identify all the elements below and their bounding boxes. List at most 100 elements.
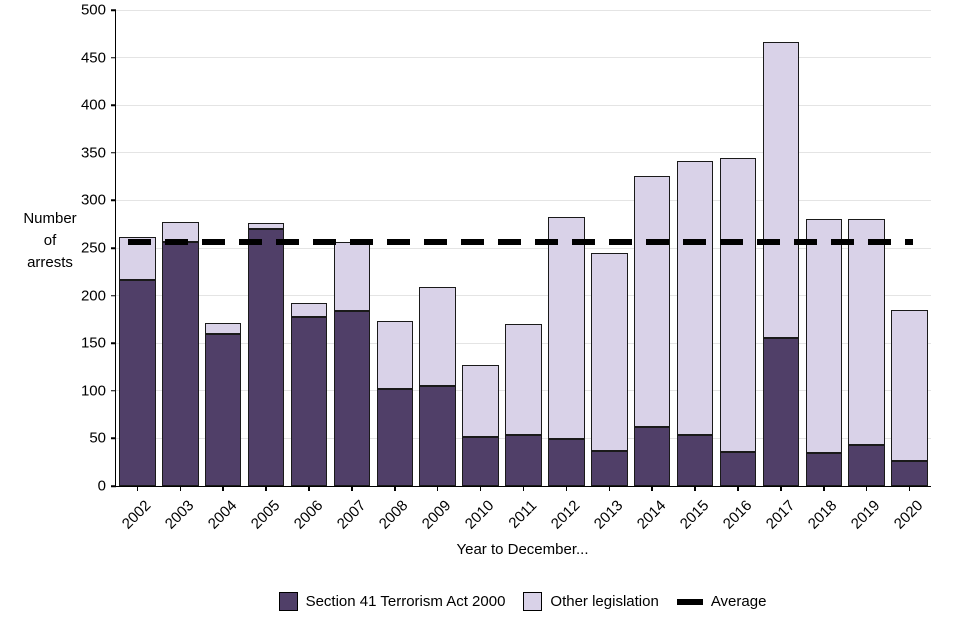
y-tick-mark <box>111 485 116 487</box>
y-tick-label: 350 <box>80 144 106 162</box>
x-tick-mark <box>436 486 439 491</box>
bar-2004-section41 <box>205 333 242 486</box>
gridline <box>116 247 931 249</box>
bar-2011-section41 <box>505 434 542 486</box>
bar-2006-other-legislation <box>290 303 328 317</box>
y-axis-title-line: of <box>43 231 57 249</box>
legend-label: Average <box>710 593 767 610</box>
y-tick-mark <box>111 9 116 11</box>
x-tick-mark <box>308 486 310 491</box>
y-tick-mark <box>111 104 116 106</box>
x-tick-mark <box>522 486 525 491</box>
bar-2004-other-legislation <box>205 323 242 334</box>
bar-2020-other-legislation <box>891 309 928 462</box>
legend-label: Section 41 Terrorism Act 2000 <box>305 593 506 610</box>
bar-2007-other-legislation <box>333 242 371 311</box>
x-tick-mark <box>780 486 782 491</box>
bar-2010-section41 <box>462 436 499 486</box>
x-tick-label: 2009 <box>419 497 455 533</box>
legend-swatch <box>523 592 543 611</box>
gridline <box>116 9 931 11</box>
bar-2015-other-legislation <box>676 161 714 435</box>
y-tick-label: 250 <box>80 239 106 257</box>
x-tick-label: 2007 <box>333 497 369 533</box>
bar-2003-section41 <box>162 242 199 486</box>
y-tick-label: 0 <box>97 477 106 495</box>
bar-2009-other-legislation <box>419 287 456 387</box>
x-tick-label: 2015 <box>676 497 713 533</box>
y-tick-mark <box>111 199 116 202</box>
x-tick-label: 2013 <box>590 497 627 533</box>
x-tick-label: 2008 <box>376 497 412 533</box>
y-tick-label: 500 <box>80 1 106 19</box>
bar-2005-other-legislation <box>247 223 285 229</box>
gridline <box>116 104 931 106</box>
x-tick-label: 2010 <box>462 497 498 533</box>
y-tick-mark <box>111 390 116 392</box>
x-tick-mark <box>179 486 182 491</box>
legend-label: Other legislation <box>550 593 659 610</box>
y-axis-title-line: Number <box>23 210 77 227</box>
legend: Section 41 Terrorism Act 2000 Other legis… <box>115 592 930 611</box>
x-tick-label: 2002 <box>118 497 155 533</box>
bar-2008-section41 <box>376 388 414 486</box>
x-tick-mark <box>651 486 653 491</box>
y-tick-mark <box>111 342 116 344</box>
y-tick-mark <box>111 437 116 440</box>
gridline <box>116 57 931 59</box>
bar-2017-section41 <box>762 338 800 486</box>
x-tick-mark <box>222 486 224 491</box>
legend-item-other-legislation: Other legislation <box>523 592 659 611</box>
y-tick-label: 450 <box>80 49 106 67</box>
bar-2018-section41 <box>805 452 842 486</box>
x-tick-mark <box>479 486 482 491</box>
legend-item-average: Average <box>676 593 767 610</box>
bar-2012-other-legislation <box>548 216 585 440</box>
bar-2013-section41 <box>591 450 628 486</box>
bar-2006-section41 <box>290 316 328 486</box>
y-tick-label: 300 <box>80 191 106 209</box>
plot-area: 0 50 100 150 200 250 300 350 400 450 500 2002 2003 20… <box>81 2 931 533</box>
legend-item-section41: Section 41 Terrorism Act 2000 <box>278 592 506 611</box>
x-tick-label: 2014 <box>633 497 670 533</box>
y-tick-mark <box>111 294 116 297</box>
x-tick-mark <box>351 486 353 491</box>
x-tick-mark <box>865 486 868 491</box>
y-tick-mark <box>111 56 116 59</box>
y-tick-label: 150 <box>80 334 106 352</box>
x-tick-label: 2006 <box>290 497 327 533</box>
x-tick-mark <box>908 486 911 491</box>
x-tick-label: 2018 <box>805 497 841 533</box>
gridline <box>116 295 931 297</box>
x-axis-title: Year to December... <box>456 541 589 558</box>
gridline <box>116 199 931 201</box>
bar-2018-other-legislation <box>805 218 842 453</box>
x-tick-label: 2020 <box>890 497 927 533</box>
y-tick-label: 100 <box>80 382 106 400</box>
x-tick-label: 2003 <box>161 497 198 533</box>
y-tick-mark <box>111 152 116 154</box>
x-tick-label: 2017 <box>762 497 798 533</box>
x-tick-mark <box>265 486 267 491</box>
bar-2005-section41 <box>247 228 285 486</box>
x-tick-mark <box>394 486 396 491</box>
bar-2014-other-legislation <box>633 175 671 427</box>
bar-2015-section41 <box>676 434 714 486</box>
y-tick-label: 200 <box>80 287 106 305</box>
y-tick-label: 400 <box>80 96 106 114</box>
x-tick-mark <box>136 486 139 491</box>
bar-2009-section41 <box>419 386 456 486</box>
x-tick-mark <box>823 486 825 491</box>
gridline <box>116 152 931 154</box>
bar-2014-section41 <box>633 426 671 486</box>
bar-2016-section41 <box>719 451 757 486</box>
x-tick-label: 2012 <box>547 497 584 533</box>
y-axis-title: Number of arrests <box>6 208 94 273</box>
legend-average-dash-icon <box>676 598 703 605</box>
bar-2019-other-legislation <box>848 218 885 446</box>
y-tick-label: 50 <box>89 429 106 447</box>
x-tick-label: 2019 <box>848 497 884 533</box>
bar-2008-other-legislation <box>376 321 414 389</box>
bar-2016-other-legislation <box>719 157 757 452</box>
x-tick-label: 2005 <box>247 497 284 533</box>
